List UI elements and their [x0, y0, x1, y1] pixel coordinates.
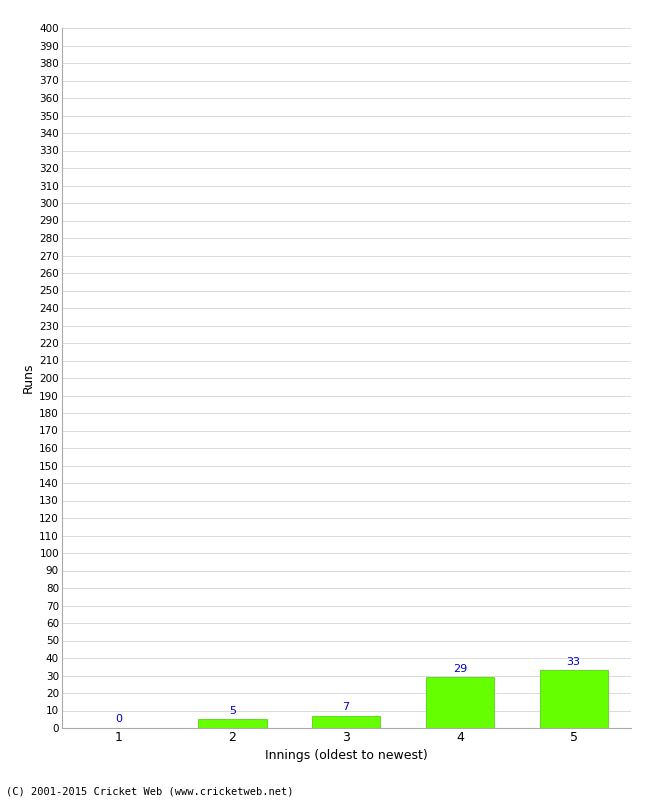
- Text: 29: 29: [453, 664, 467, 674]
- Y-axis label: Runs: Runs: [22, 362, 35, 394]
- Bar: [198, 719, 266, 728]
- Text: 33: 33: [567, 657, 580, 666]
- Text: 7: 7: [343, 702, 350, 712]
- Bar: [426, 678, 494, 728]
- Bar: [540, 670, 608, 728]
- Bar: [312, 716, 380, 728]
- X-axis label: Innings (oldest to newest): Innings (oldest to newest): [265, 750, 428, 762]
- Text: 0: 0: [115, 714, 122, 725]
- Text: 5: 5: [229, 706, 236, 716]
- Text: (C) 2001-2015 Cricket Web (www.cricketweb.net): (C) 2001-2015 Cricket Web (www.cricketwe…: [6, 786, 294, 796]
